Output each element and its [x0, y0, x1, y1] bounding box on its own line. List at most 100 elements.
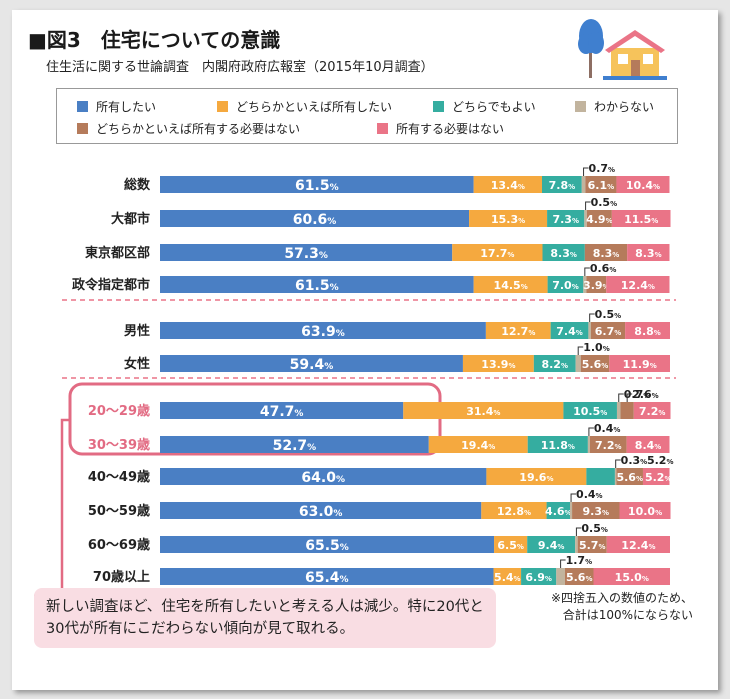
bar-segment-either [547, 210, 585, 227]
bar-segment-either [527, 536, 576, 553]
bar-segment-rather-own [481, 502, 547, 519]
bar-segment-rather-own [428, 436, 528, 453]
house-icon [578, 19, 667, 80]
legend-item-either: どちらでもよい [433, 98, 536, 115]
bar-segment-unknown [614, 468, 617, 485]
data-label: 5.4% [494, 571, 521, 584]
data-label: 10.5% [573, 405, 607, 418]
bar-segment-rather-not [580, 355, 610, 372]
data-label: 6.9% [525, 571, 552, 584]
bar-segment-either [550, 322, 589, 339]
callout-line [584, 267, 590, 276]
legend-swatch [377, 123, 388, 134]
data-label: 7.0% [552, 279, 579, 292]
bar-segment-rather-own [403, 402, 564, 419]
bar-segment-not-need [609, 355, 670, 372]
category-label: 政令指定都市 [72, 277, 150, 293]
data-label: 19.6% [519, 471, 553, 484]
bar-segment-either [527, 436, 588, 453]
bar-segment-either [521, 568, 557, 585]
legend-item-rather-own: どちらかといえば所有したい [217, 98, 392, 115]
bar-segment-not-need [606, 276, 670, 293]
data-label: 47.7% [260, 404, 304, 420]
chart-subtitle: 住生活に関する世論調査 内閣府政府広報室（2015年10月調査） [46, 60, 434, 75]
legend-label: どちらかといえば所有する必要はない [96, 122, 301, 136]
legend-swatch [575, 101, 586, 112]
bar-segment-own [160, 276, 474, 293]
bar-segment-own [160, 210, 470, 227]
bar-segment-own [160, 244, 453, 261]
table-row: 総数 61.5% 13.4% 7.8% 0.7% 6.1% 10.4% [124, 162, 670, 194]
bar-segment-not-need [611, 210, 671, 227]
data-label: 13.4% [491, 179, 525, 192]
data-label: 8.3% [550, 247, 577, 260]
bar-segment-either [563, 402, 617, 419]
data-label: 8.3% [635, 247, 662, 260]
callout-line [618, 393, 624, 402]
data-label: 8.4% [635, 439, 662, 452]
data-label: 7.4% [556, 325, 583, 338]
bar-segment-rather-not [620, 402, 634, 419]
data-label: 11.5% [624, 213, 658, 226]
data-label: 61.5% [295, 178, 339, 194]
data-label: 3.9% [583, 279, 610, 292]
legend-item-own: 所有したい [77, 98, 156, 115]
data-label: 4.6% [545, 505, 572, 518]
bar-segment-rather-own [469, 210, 548, 227]
data-label: 6.7% [595, 325, 622, 338]
legend-swatch [77, 101, 88, 112]
callout-line [585, 201, 591, 210]
legend-label: どちらかといえば所有したい [236, 100, 393, 114]
callout-line [626, 393, 633, 402]
summary-note: 新しい調査ほど、住宅を所有したいと考える人は減少。特に20代と30代が所有にこだ… [34, 588, 496, 648]
data-label: 11.8% [541, 439, 575, 452]
bar-segment-unknown [570, 502, 573, 519]
footnote-line-1: ※四捨五入の数値のため、 [550, 591, 693, 605]
data-label: 31.4% [466, 405, 500, 418]
bar-segment-own [160, 322, 486, 339]
bar-segment-not-need [616, 176, 670, 193]
bar-segment-not-need [627, 244, 670, 261]
bar-segment-own [160, 176, 474, 193]
bar-segment-either [541, 176, 582, 193]
data-label: 8.2% [541, 358, 568, 371]
chart-legend: 所有したい どちらかといえば所有したい どちらでもよい わからない どちらかとい… [56, 88, 678, 144]
bar-segment-rather-own [494, 536, 528, 553]
bar-segment-rather-own [473, 176, 542, 193]
callout-line [589, 313, 595, 322]
bar-segment-not-need [625, 322, 670, 339]
legend-label: 所有する必要はない [396, 122, 505, 136]
data-label: 11.9% [623, 358, 657, 371]
data-label: 60.6% [293, 212, 337, 228]
callout-line [575, 527, 582, 536]
category-label: 総数 [124, 177, 151, 193]
data-label: 65.5% [305, 538, 349, 554]
legend-label: どちらでもよい [452, 100, 536, 114]
data-label: 6.1% [588, 179, 615, 192]
bar-segment-own [160, 468, 487, 485]
data-label: 0.7% [589, 162, 616, 175]
category-label: 大都市 [111, 211, 150, 227]
data-label: 52.7% [273, 438, 317, 454]
data-label: 15.3% [491, 213, 525, 226]
data-label: 6.5% [497, 539, 524, 552]
bar-segment-own [160, 402, 404, 419]
bar-segment-either [542, 244, 585, 261]
bar-segment-own [160, 536, 495, 553]
data-label: 12.4% [621, 539, 655, 552]
data-label: 10.0% [628, 505, 662, 518]
legend-swatch [217, 101, 228, 112]
category-label: 40〜49歳 [88, 469, 150, 485]
bar-segment-rather-not [586, 276, 607, 293]
bar-segment-rather-own [462, 355, 534, 372]
bar-segment-unknown [556, 568, 565, 585]
data-label: 5.6% [582, 358, 609, 371]
table-row: 20〜29歳 47.7% 31.4% 10.5% 0.7%2.6% 7.2% [88, 388, 671, 420]
data-label: 12.4% [621, 279, 655, 292]
data-label: 0.6% [590, 262, 617, 275]
category-label: 30〜39歳 [88, 437, 150, 453]
bar-segment-unknown [616, 402, 621, 419]
legend-item-rather-not: どちらかといえば所有する必要はない [77, 120, 300, 137]
bar-segment-rather-not [577, 536, 607, 553]
